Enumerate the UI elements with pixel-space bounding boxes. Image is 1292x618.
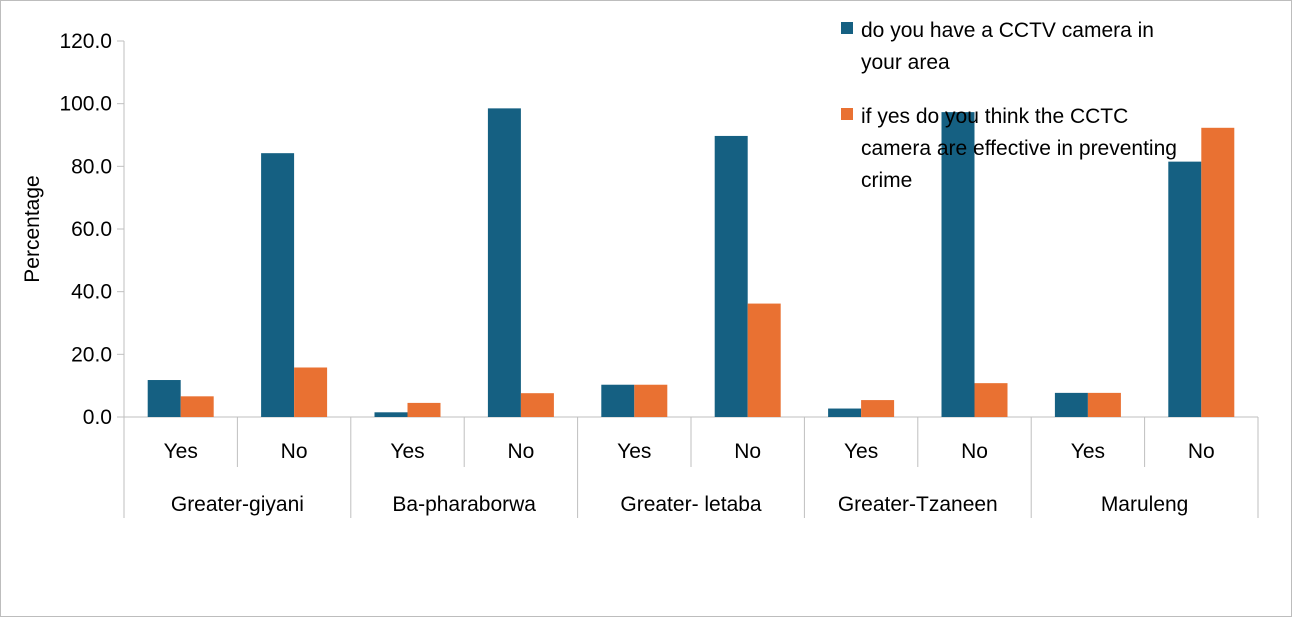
legend-label-cctv: do you have a CCTV camera in your area bbox=[861, 19, 1154, 74]
y-axis-title: Percentage bbox=[21, 175, 44, 282]
bar-cctv bbox=[941, 112, 975, 418]
y-tick-label: 120.0 bbox=[59, 30, 112, 53]
legend: do you have a CCTV camera in your area if … bbox=[841, 19, 1177, 192]
bar-cctv bbox=[828, 408, 862, 417]
x-category-label: Yes bbox=[164, 440, 198, 463]
bar-effective bbox=[180, 396, 214, 417]
legend-swatch-effective bbox=[841, 108, 853, 120]
bar-effective bbox=[1087, 392, 1121, 417]
x-category-label: Yes bbox=[1071, 440, 1105, 463]
x-category-label: Yes bbox=[844, 440, 878, 463]
bar-effective bbox=[747, 303, 781, 417]
x-category-label: No bbox=[281, 440, 308, 463]
x-category-label: No bbox=[507, 440, 534, 463]
legend-swatch-cctv bbox=[841, 22, 853, 34]
bars bbox=[147, 108, 1235, 418]
x-group-label: Greater-giyani bbox=[171, 493, 304, 516]
x-category-label: Yes bbox=[390, 440, 424, 463]
y-tick-label: 60.0 bbox=[71, 218, 112, 241]
x-group-label: Greater-Tzaneen bbox=[838, 493, 998, 516]
x-group-label: Maruleng bbox=[1101, 493, 1189, 516]
bar-cctv bbox=[487, 108, 521, 417]
bar-cctv bbox=[714, 135, 748, 417]
bar-effective bbox=[974, 383, 1008, 417]
bar-effective bbox=[294, 367, 328, 417]
bar-effective bbox=[634, 384, 668, 417]
bar-effective bbox=[1201, 127, 1235, 417]
legend-label-line: camera are effective in preventing bbox=[861, 137, 1177, 160]
x-category-label: No bbox=[734, 440, 761, 463]
legend-label-line: your area bbox=[861, 51, 950, 74]
axes: 0.0 20.0 40.0 60.0 80.0 100.0 120.0 bbox=[59, 30, 1259, 518]
bar-effective bbox=[861, 400, 895, 417]
y-tick-label: 100.0 bbox=[59, 93, 112, 116]
legend-label-line: do you have a CCTV camera in bbox=[861, 19, 1154, 42]
y-tick-label: 20.0 bbox=[71, 343, 112, 366]
bar-effective bbox=[520, 393, 554, 417]
x-category-label: Yes bbox=[617, 440, 651, 463]
legend-label-effective: if yes do you think the CCTC camera are e… bbox=[861, 105, 1177, 192]
bar-cctv bbox=[1168, 161, 1202, 417]
bar-cctv bbox=[261, 153, 295, 417]
bar-cctv bbox=[601, 384, 635, 417]
bar-cctv bbox=[1054, 392, 1088, 417]
bar-cctv bbox=[147, 380, 181, 417]
y-tick-label: 0.0 bbox=[83, 406, 112, 429]
legend-label-line: crime bbox=[861, 169, 912, 192]
bar-cctv bbox=[374, 412, 408, 417]
axis-labels: Yes No Yes No Yes No Yes No Yes No Greater-giyani B… bbox=[21, 175, 1215, 516]
x-category-label: No bbox=[961, 440, 988, 463]
x-category-label: No bbox=[1188, 440, 1215, 463]
y-tick-label: 40.0 bbox=[71, 281, 112, 304]
x-group-label: Ba-pharaborwa bbox=[392, 493, 536, 516]
bar-effective bbox=[407, 402, 441, 417]
legend-label-line: if yes do you think the CCTC bbox=[861, 105, 1128, 128]
y-tick-label: 80.0 bbox=[71, 155, 112, 178]
x-group-label: Greater- letaba bbox=[620, 493, 762, 516]
